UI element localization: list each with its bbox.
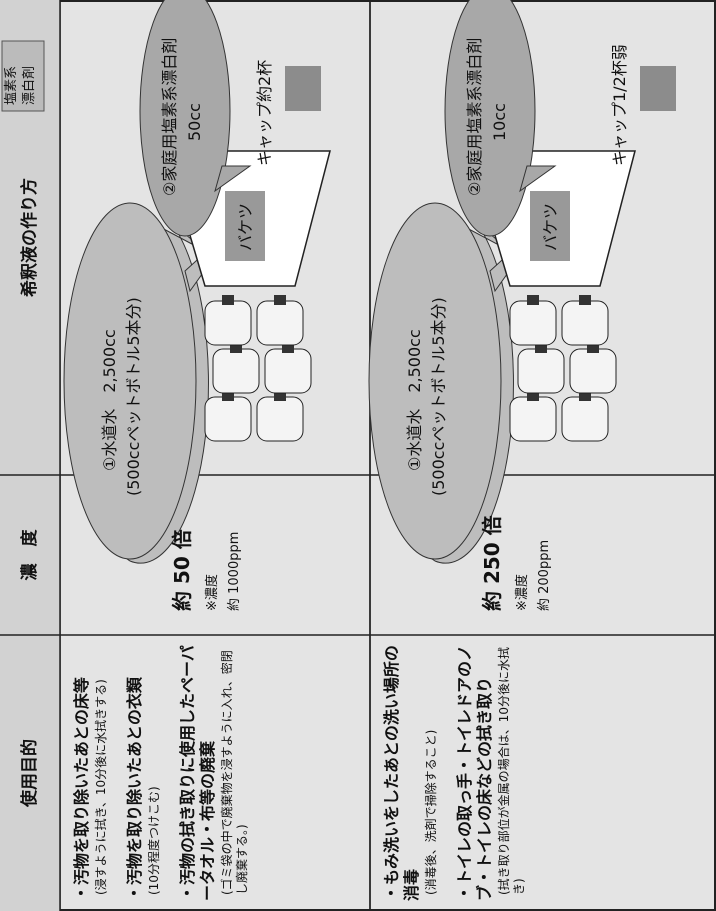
bubble-tail [519, 165, 557, 193]
header-bg [0, 0, 60, 911]
bottle [561, 396, 609, 442]
bucket-label: バケツ [541, 202, 560, 251]
bottle-cap [527, 295, 539, 305]
purpose-note: (浸すように拭き、10分後に水拭きする) [94, 679, 108, 895]
bottle [264, 348, 312, 394]
purpose-note: (ゴミ袋の中で廃棄物を浸すように入れ、密閉し廃棄する。) [220, 650, 249, 895]
bottle [204, 300, 252, 346]
concentration-ppm: 約 1000ppm [227, 531, 242, 611]
bubble-tail [214, 165, 252, 193]
cap-amount: キャップ約2杯 [255, 59, 274, 166]
purpose-title: ・もみ洗いをしたあとの洗い場所の消毒 [382, 645, 421, 901]
bleach-amount: 10cc [490, 103, 509, 141]
bottle-cap [579, 295, 591, 305]
bottle [561, 300, 609, 346]
bottle [256, 396, 304, 442]
cap-photo [285, 66, 321, 111]
water-amount: ①水道水 2,500cc [405, 329, 424, 471]
bottle [517, 348, 565, 394]
purpose-note: (拭き取り部位が金属の場合は、10分後に水拭き) [497, 647, 526, 895]
purpose-title: ・汚物を取り除いたあとの床等 [72, 677, 91, 901]
column-header: 使用目的 [20, 739, 40, 807]
bottle [509, 396, 557, 442]
bottle-cap [222, 295, 234, 305]
bottle [204, 396, 252, 442]
bleach-amount: 50cc [185, 103, 204, 141]
bottle [569, 348, 617, 394]
concentration-ppm: 約 200ppm [537, 539, 552, 611]
bottle [509, 300, 557, 346]
water-note: (500ccペットボトル5本分) [124, 297, 143, 496]
bleach-name: ②家庭用塩素系漂白剤 [160, 37, 179, 196]
speech-bubble [368, 202, 502, 560]
concentration-ratio: 約 50 倍 [170, 529, 194, 611]
column-header: 濃 度 [20, 529, 40, 581]
bottle [212, 348, 260, 394]
corner-label: 塩素系 [4, 65, 19, 105]
bucket-label-bg [225, 191, 265, 261]
purpose-title: ・汚物の拭き取りに使用したペーパータオル・布等の廃棄 [178, 645, 217, 901]
bucket-label: バケツ [236, 202, 255, 251]
bleach-photo [1, 40, 45, 112]
concentration-ratio: 約 250 倍 [480, 515, 504, 611]
corner-label: 漂白剤 [22, 65, 37, 105]
cap-amount: キャップ1/2杯弱 [610, 44, 629, 166]
water-note: (500ccペットボトル5本分) [429, 297, 448, 496]
bucket-label-bg [530, 191, 570, 261]
purpose-note: (消毒後、洗剤で掃除すること) [424, 729, 438, 895]
cap-photo [640, 66, 676, 111]
concentration-label: ※濃度 [205, 574, 220, 611]
speech-bubble [63, 202, 197, 560]
bottle [256, 300, 304, 346]
purpose-note: (10分程度つけこむ) [147, 786, 161, 895]
water-amount: ①水道水 2,500cc [100, 329, 119, 471]
concentration-label: ※濃度 [515, 574, 530, 611]
speech-bubble [444, 0, 536, 237]
purpose-title: ・汚物を取り除いたあとの衣類 [125, 677, 144, 901]
purpose-title: ・トイレの取っ手・トイレドアのノブ・トイレの床などの拭き取り [455, 644, 494, 901]
bottle-cap [274, 295, 286, 305]
bleach-name: ②家庭用塩素系漂白剤 [465, 37, 484, 196]
speech-bubble [139, 0, 231, 237]
